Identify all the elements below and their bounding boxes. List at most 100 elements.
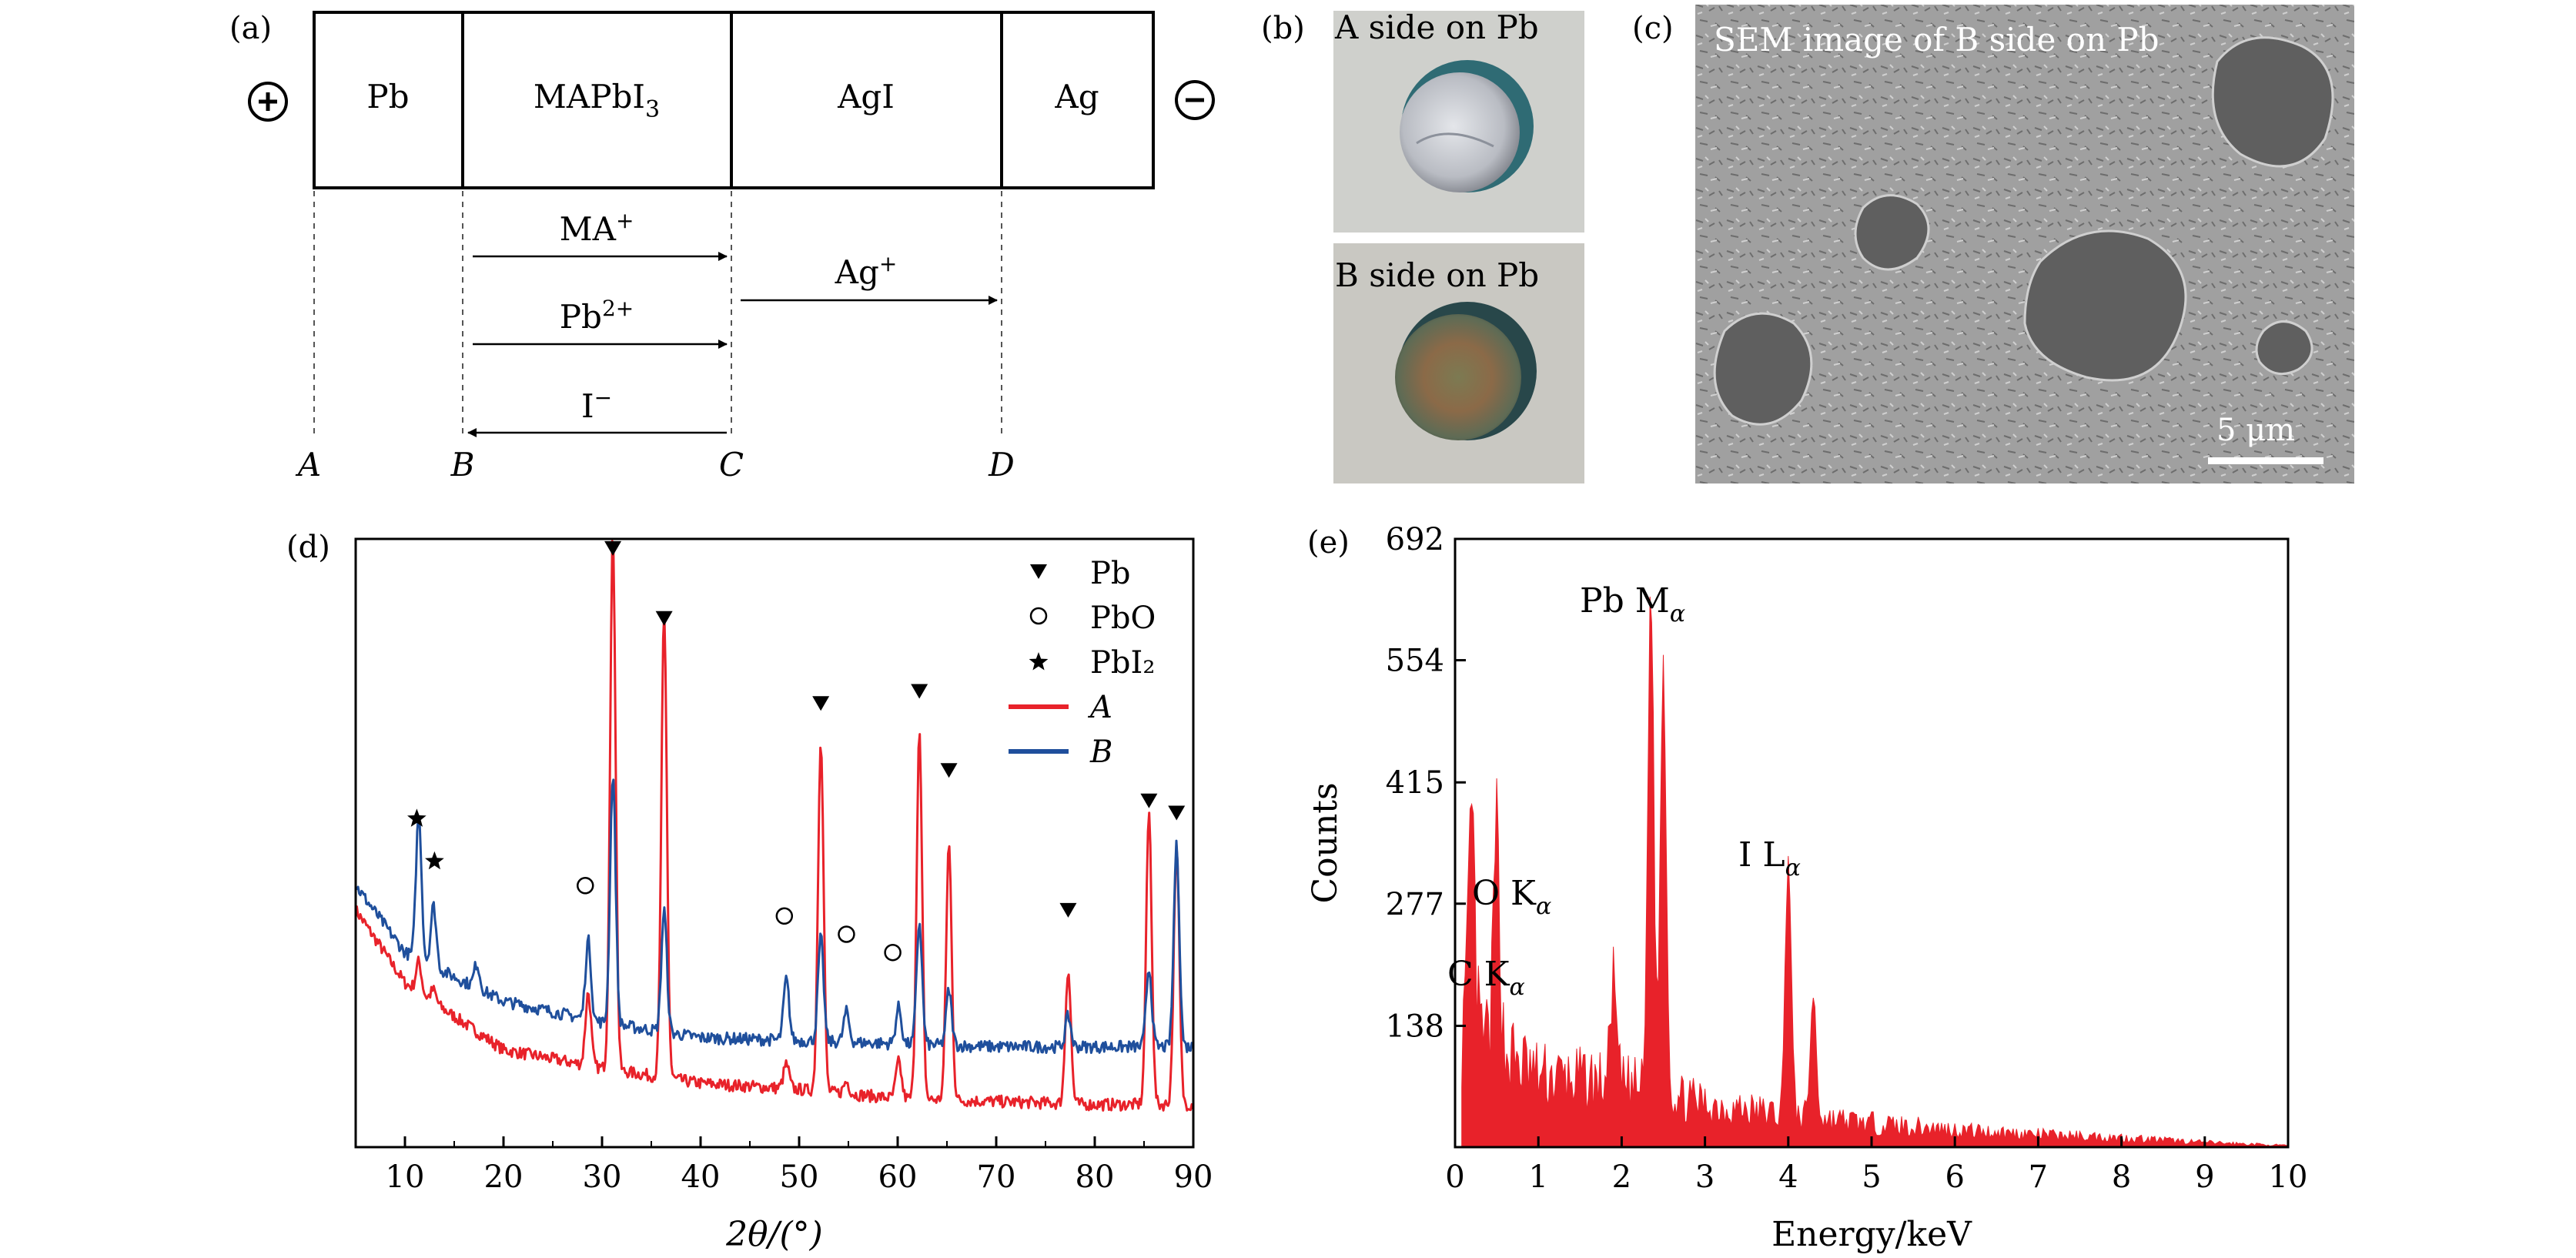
panel-a: (a) Pb MAPbI3 AgI Ag <box>229 11 1215 483</box>
panel-d-label: (d) <box>286 530 330 565</box>
arrow-label-iodide: I− <box>581 385 612 425</box>
eds-spectrum-fill <box>1461 596 2289 1148</box>
eds-x-axis-title: Energy/keV <box>1771 1215 1972 1254</box>
legend-pbi2-star-icon <box>1029 652 1049 671</box>
interface-label-a: A <box>295 446 321 483</box>
xrd-x-tick-label: 70 <box>977 1159 1016 1195</box>
panel-c-label: (c) <box>1632 11 1674 46</box>
pb-peak-triangle-marker <box>1140 793 1158 808</box>
layer-stack-box <box>313 11 1155 189</box>
eds-x-tick-label: 4 <box>1778 1159 1798 1195</box>
eds-y-tick-label: 692 <box>1386 522 1444 557</box>
sem-scale-bar-label: 5 μm <box>2216 413 2295 448</box>
pbo-peak-circle-marker <box>838 925 855 943</box>
photo-a-title: A side on Pb <box>1334 8 1539 46</box>
eds-x-tick-label: 9 <box>2195 1159 2214 1195</box>
layer-label-agi: AgI <box>837 78 895 115</box>
legend-pbo-label: PbO <box>1090 601 1156 636</box>
interface-label-c: C <box>719 446 744 483</box>
panel-b: (b) A side on Pb B side on Pb <box>1261 8 1584 483</box>
xrd-x-axis-title: 2θ/(°) <box>725 1215 823 1254</box>
legend-series-b-label: B <box>1089 734 1112 770</box>
xrd-series-group <box>354 540 1194 1112</box>
xrd-legend: Pb PbO PbI₂ A B <box>1009 556 1156 770</box>
layer-label-ag: Ag <box>1054 78 1099 115</box>
interface-dashed-lines <box>313 191 1002 439</box>
eds-peak-label-c: C Kα <box>1447 955 1525 1001</box>
pb-peak-triangle-marker <box>604 540 622 556</box>
pbo-peak-circle-marker <box>775 907 794 925</box>
pb-peak-triangle-marker <box>1168 805 1186 821</box>
eds-y-tick-label: 554 <box>1386 644 1444 679</box>
eds-y-tick-label: 138 <box>1386 1009 1444 1044</box>
eds-x-tick-label: 10 <box>2269 1159 2308 1195</box>
arrow-label-ma: MA+ <box>560 208 634 248</box>
interface-label-d: D <box>988 446 1015 483</box>
eds-x-tick-label: 3 <box>1695 1159 1715 1195</box>
eds-axes: 0 1 2 3 4 5 6 7 8 9 10 138 277 415 554 692 <box>1386 522 2308 1195</box>
panel-b-label: (b) <box>1261 11 1305 46</box>
pbi2-peak-star-marker <box>425 851 444 870</box>
layer-label-pb: Pb <box>366 78 409 115</box>
eds-peak-label-pb: Pb Mα <box>1580 581 1685 627</box>
eds-x-tick-label: 5 <box>1862 1159 1881 1195</box>
pbo-peak-circle-marker <box>576 877 594 895</box>
xrd-x-tick-label: 40 <box>681 1159 721 1195</box>
eds-x-tick-label: 2 <box>1612 1159 1631 1195</box>
arrow-label-pb: Pb2+ <box>560 296 634 336</box>
eds-x-tick-label: 1 <box>1528 1159 1547 1195</box>
xrd-series-a-line <box>354 540 1194 1112</box>
legend-pbo-circle-icon <box>1029 607 1048 625</box>
arrow-label-ag: Ag+ <box>835 251 898 291</box>
xrd-x-axis: 10 20 30 40 50 60 70 80 90 <box>355 1136 1213 1195</box>
eds-y-axis-title: Counts <box>1306 782 1345 903</box>
pb-peak-triangle-marker <box>940 763 958 778</box>
pb-peak-triangle-marker <box>812 696 830 711</box>
panel-d: (d) 10 20 30 40 50 60 70 80 90 2θ/(°) Pb PbO PbI… <box>286 530 1213 1254</box>
xrd-x-tick-label: 50 <box>780 1159 819 1195</box>
eds-x-tick-label: 0 <box>1445 1159 1464 1195</box>
eds-peak-label-o: O Kα <box>1472 874 1551 920</box>
eds-y-tick-label: 415 <box>1386 765 1444 801</box>
legend-series-a-label: A <box>1087 690 1112 725</box>
eds-frame <box>1454 537 2290 1149</box>
eds-peak-label-i: I Lα <box>1738 835 1801 882</box>
eds-x-tick-label: 7 <box>2029 1159 2048 1195</box>
eds-spectrum <box>1461 596 2289 1148</box>
pb-peak-triangle-marker <box>911 684 928 699</box>
sem-scale-bar <box>2208 457 2323 464</box>
panel-e-label: (e) <box>1307 525 1350 560</box>
legend-pb-triangle-icon <box>1030 564 1047 579</box>
pbo-peak-circle-marker <box>884 943 902 962</box>
xrd-frame <box>354 537 1195 1149</box>
xrd-x-tick-label: 20 <box>484 1159 524 1195</box>
xrd-x-tick-label: 90 <box>1174 1159 1213 1195</box>
xrd-x-tick-label: 30 <box>583 1159 622 1195</box>
eds-x-tick-label: 6 <box>1945 1159 1964 1195</box>
xrd-x-tick-label: 10 <box>386 1159 425 1195</box>
xrd-peak-markers <box>407 540 1186 962</box>
pbi2-peak-star-marker <box>407 808 427 827</box>
sem-particles <box>1713 36 2334 426</box>
xrd-x-tick-label: 60 <box>878 1159 918 1195</box>
legend-pb-label: Pb <box>1090 556 1131 591</box>
cathode-minus-icon <box>1175 80 1215 120</box>
photo-b-title: B side on Pb <box>1335 256 1539 294</box>
eds-y-tick-label: 277 <box>1386 887 1444 922</box>
interface-label-b: B <box>450 446 475 483</box>
photo-a-disc <box>1400 60 1534 192</box>
xrd-series-b-line <box>355 778 1194 1054</box>
panel-e: (e) 0 1 2 3 4 5 6 7 8 9 10 138 277 415 554 692 Energy/k… <box>1306 522 2307 1254</box>
xrd-x-tick-label: 80 <box>1076 1159 1115 1195</box>
sem-title: SEM image of B side on Pb <box>1714 21 2159 59</box>
legend-pbi2-label: PbI₂ <box>1090 645 1155 681</box>
pb-peak-triangle-marker <box>655 611 673 626</box>
anode-plus-icon <box>248 82 288 122</box>
pb-peak-triangle-marker <box>1059 902 1077 918</box>
panel-a-label: (a) <box>229 11 272 46</box>
panel-c: (c) SEM image of B side on Pb 5 μm <box>1632 5 2354 483</box>
photo-b-disc <box>1395 302 1537 440</box>
layer-label-mapbi3: MAPbI3 <box>534 78 660 123</box>
eds-x-tick-label: 8 <box>2112 1159 2131 1195</box>
